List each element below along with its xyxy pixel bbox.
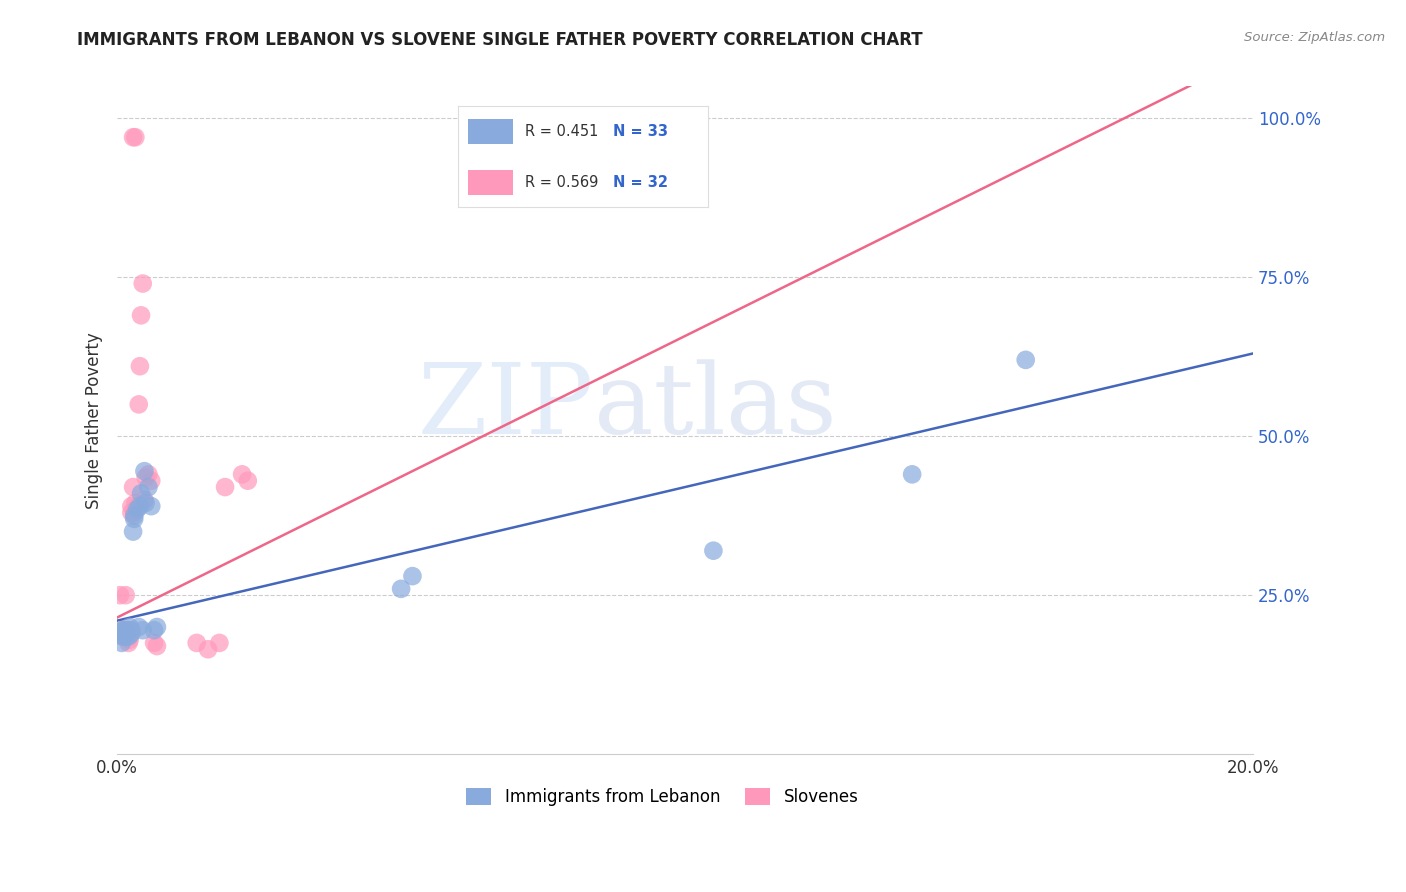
Point	[125, 499, 148, 513]
Point	[111, 630, 134, 644]
Point	[128, 397, 150, 411]
Point	[389, 582, 412, 596]
Point	[125, 502, 148, 516]
Text: IMMIGRANTS FROM LEBANON VS SLOVENE SINGLE FATHER POVERTY CORRELATION CHART: IMMIGRANTS FROM LEBANON VS SLOVENE SINGL…	[77, 31, 922, 49]
Point	[122, 480, 145, 494]
Point	[112, 626, 135, 640]
Point	[141, 499, 163, 513]
Text: ZIP: ZIP	[418, 359, 595, 455]
Point	[112, 623, 135, 637]
Point	[117, 630, 139, 644]
Point	[143, 623, 166, 637]
Point	[134, 464, 156, 478]
Point	[122, 512, 145, 526]
Point	[117, 623, 139, 637]
Point	[120, 506, 142, 520]
Y-axis label: Single Father Poverty: Single Father Poverty	[86, 332, 103, 508]
Point	[135, 470, 157, 484]
Point	[1015, 352, 1038, 367]
Text: Source: ZipAtlas.com: Source: ZipAtlas.com	[1244, 31, 1385, 45]
Point	[132, 277, 155, 291]
Point	[122, 506, 145, 520]
Point	[236, 474, 259, 488]
Point	[146, 620, 169, 634]
Point	[117, 636, 139, 650]
Point	[208, 636, 231, 650]
Point	[111, 630, 134, 644]
Point	[111, 623, 134, 637]
Point	[129, 486, 152, 500]
Point	[135, 496, 157, 510]
Point	[138, 480, 160, 494]
Point	[143, 636, 166, 650]
Point	[117, 626, 139, 640]
Point	[124, 130, 146, 145]
Point	[214, 480, 236, 494]
Point	[146, 639, 169, 653]
Point	[231, 467, 253, 482]
Point	[120, 499, 142, 513]
Point	[111, 626, 134, 640]
Point	[108, 588, 131, 602]
Point	[901, 467, 924, 482]
Point	[122, 524, 145, 539]
Point	[118, 632, 141, 647]
Point	[111, 636, 134, 650]
Point	[114, 626, 136, 640]
Point	[702, 543, 724, 558]
Point	[120, 626, 142, 640]
Point	[124, 496, 146, 510]
Text: atlas: atlas	[595, 359, 837, 455]
Point	[114, 623, 136, 637]
Point	[141, 474, 163, 488]
Point	[117, 623, 139, 637]
Point	[129, 309, 152, 323]
Point	[111, 623, 134, 637]
Point	[128, 620, 150, 634]
Point	[118, 620, 141, 634]
Point	[122, 508, 145, 523]
Point	[134, 492, 156, 507]
Point	[186, 636, 208, 650]
Point	[401, 569, 423, 583]
Point	[132, 623, 155, 637]
Point	[197, 642, 219, 657]
Point	[114, 623, 136, 637]
Point	[120, 623, 142, 637]
Point	[129, 499, 152, 513]
Legend: Immigrants from Lebanon, Slovenes: Immigrants from Lebanon, Slovenes	[460, 781, 865, 813]
Point	[112, 630, 135, 644]
Point	[114, 588, 136, 602]
Point	[114, 630, 136, 644]
Point	[129, 359, 152, 374]
Point	[122, 130, 145, 145]
Point	[138, 467, 160, 482]
